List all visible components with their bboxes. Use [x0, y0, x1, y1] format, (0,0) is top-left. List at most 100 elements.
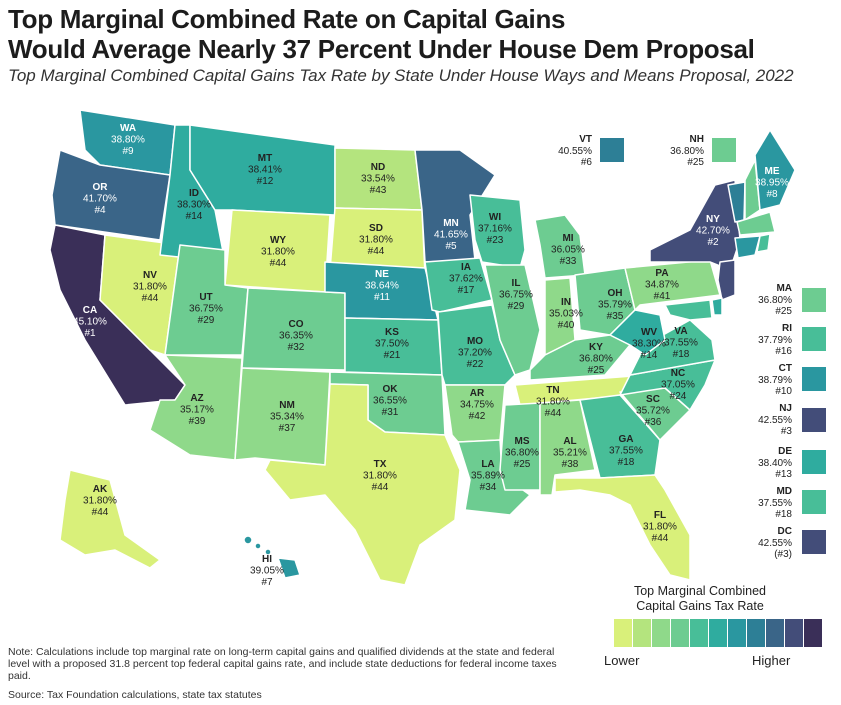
side-label-nj: NJ 42.55% #3: [758, 403, 792, 437]
state-label-ca: CA 45.10% #1: [73, 305, 107, 339]
state-label-co: CO 36.35% #32: [279, 319, 313, 353]
state-label-la: LA 35.89% #34: [471, 459, 505, 493]
title-line-1: Top Marginal Combined Rate on Capital Ga…: [8, 4, 566, 34]
state-label-va: VA 37.55% #18: [664, 326, 698, 360]
legend-swatch-8: [747, 619, 765, 647]
legend-swatch-11: [804, 619, 822, 647]
state-label-sc: SC 35.72% #36: [636, 394, 670, 428]
state-label-nm: NM 35.34% #37: [270, 400, 304, 434]
state-MO: [437, 304, 516, 386]
side-label-de: DE 38.40% #13: [758, 446, 792, 480]
state-label-ms: MS 36.80% #25: [505, 436, 539, 470]
state-NJ: [717, 259, 736, 301]
us-map: WA 38.80% #9 OR 41.70% #4 CA 45.10% #1 NV 31.80% #4…: [49, 109, 796, 588]
legend-swatch-7: [728, 619, 746, 647]
legend-high-label: Higher: [752, 653, 791, 668]
side-swatch-ct: [802, 367, 826, 391]
footnote: Note: Calculations include top marginal …: [8, 646, 557, 682]
source-line: Source: Tax Foundation calculations, sta…: [8, 689, 262, 701]
legend-swatch-3: [652, 619, 670, 647]
legend-swatch-10: [785, 619, 803, 647]
state-label-wa: WA 38.80% #9: [111, 123, 145, 157]
state-label-nd: ND 33.54% #43: [361, 162, 395, 196]
legend-color-scale: [614, 619, 822, 647]
state-label-ar: AR 34.75% #42: [460, 388, 494, 422]
state-GA: [579, 394, 661, 479]
side-swatch-dc: [802, 530, 826, 554]
legend-swatch-6: [709, 619, 727, 647]
state-FL: [554, 474, 691, 581]
state-IA: [424, 257, 493, 313]
state-label-ky: KY 36.80% #25: [579, 342, 613, 376]
side-swatch-de: [802, 450, 826, 474]
state-label-ut: UT 36.75% #29: [189, 292, 223, 326]
side-swatch-ma: [802, 288, 826, 312]
side-label-md: MD 37.55% #18: [758, 486, 792, 520]
side-label-dc: DC 42.55% (#3): [758, 526, 792, 560]
side-label-ct: CT 38.79% #10: [758, 363, 792, 397]
side-label-vt: VT 40.55% #6: [558, 134, 592, 168]
state-IL: [484, 264, 541, 376]
state-label-id: ID 38.30% #14: [177, 188, 211, 222]
state-label-il: IL 36.75% #29: [499, 278, 533, 312]
side-label-ma: MA 36.80% #25: [758, 283, 792, 317]
state-label-sd: SD 31.80% #44: [359, 223, 393, 257]
side-label-nh: NH 36.80% #25: [670, 134, 704, 168]
state-MD: [664, 299, 713, 321]
state-label-ks: KS 37.50% #21: [375, 327, 409, 361]
side-swatch-vt: [600, 138, 624, 162]
state-label-az: AZ 35.17% #39: [180, 393, 214, 427]
legend-swatch-9: [766, 619, 784, 647]
state-label-al: AL 35.21% #38: [553, 436, 587, 470]
state-HI: [243, 535, 301, 579]
state-label-wi: WI 37.16% #23: [478, 212, 512, 246]
state-TX: [264, 383, 461, 586]
legend-low-label: Lower: [604, 653, 640, 668]
state-label-tn: TN 31.80% #44: [536, 385, 570, 419]
state-RI: [756, 233, 771, 253]
side-swatch-ri: [802, 327, 826, 351]
side-swatch-md: [802, 490, 826, 514]
state-MN: [414, 149, 496, 263]
legend-swatch-1: [614, 619, 632, 647]
state-CT: [734, 235, 761, 259]
state-label-hi: HI 39.05% #7: [250, 554, 284, 588]
state-label-ny: NY 42.70% #2: [696, 214, 730, 248]
title-line-2: Would Average Nearly 37 Percent Under Ho…: [8, 34, 755, 64]
state-LA: [457, 439, 531, 516]
state-label-ak: AK 31.80% #44: [83, 484, 117, 518]
state-label-ne: NE 38.64% #11: [365, 269, 399, 303]
state-VA: [629, 319, 716, 376]
side-swatch-nj: [802, 408, 826, 432]
state-label-nv: NV 31.80% #44: [133, 270, 167, 304]
state-MA: [736, 211, 776, 236]
state-label-or: OR 41.70% #4: [83, 182, 117, 216]
state-label-mt: MT 38.41% #12: [248, 153, 282, 187]
state-label-me: ME 38.95% #8: [755, 166, 789, 200]
legend-title: Top Marginal Combined Capital Gains Tax …: [633, 584, 766, 613]
state-label-ok: OK 36.55% #31: [373, 384, 407, 418]
state-label-pa: PA 34.87% #41: [645, 268, 679, 302]
state-label-tx: TX 31.80% #44: [363, 459, 397, 493]
state-AK: [59, 469, 161, 569]
state-label-mi: MI 36.05% #33: [551, 233, 585, 267]
side-swatch-nh: [712, 138, 736, 162]
legend-swatch-4: [671, 619, 689, 647]
state-label-mo: MO 37.20% #22: [458, 336, 492, 370]
state-label-ga: GA 37.55% #18: [609, 434, 643, 468]
page-title: Top Marginal Combined Rate on Capital Ga…: [8, 4, 833, 64]
state-label-wv: WV 38.30% #14: [632, 327, 666, 361]
legend-swatch-2: [633, 619, 651, 647]
state-label-oh: OH 35.79% #35: [598, 288, 632, 322]
state-OR: [51, 149, 171, 241]
state-label-fl: FL 31.80% #44: [643, 510, 677, 544]
state-label-nc: NC 37.05% #24: [661, 368, 695, 402]
state-label-mn: MN 41.65% #5: [434, 218, 468, 252]
state-label-in: IN 35.03% #40: [549, 297, 583, 331]
state-ME: [754, 129, 796, 211]
page-subtitle: Top Marginal Combined Capital Gains Tax …: [8, 66, 794, 85]
side-label-ri: RI 37.79% #16: [758, 323, 792, 357]
legend-swatch-5: [690, 619, 708, 647]
state-MS: [499, 402, 541, 491]
state-label-wy: WY 31.80% #44: [261, 235, 295, 269]
